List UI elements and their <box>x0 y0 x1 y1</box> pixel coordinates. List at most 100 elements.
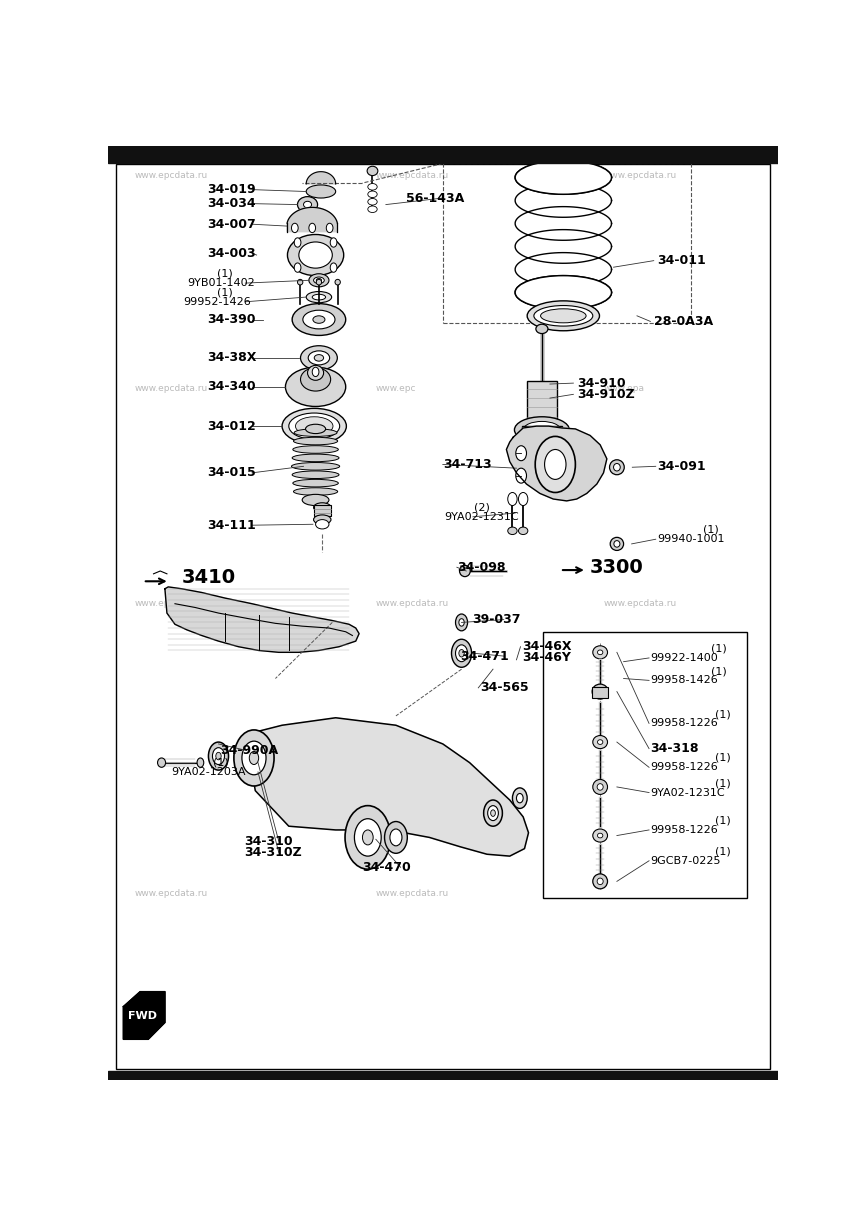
Text: www.epcdata.ru: www.epcdata.ru <box>603 600 677 608</box>
Text: 34-990A: 34-990A <box>220 744 278 758</box>
Ellipse shape <box>335 279 340 285</box>
Circle shape <box>508 493 518 505</box>
Text: (1): (1) <box>217 288 233 297</box>
Ellipse shape <box>314 515 331 524</box>
Ellipse shape <box>292 304 346 335</box>
Ellipse shape <box>368 191 378 198</box>
Text: (1): (1) <box>710 643 727 653</box>
Ellipse shape <box>157 758 166 767</box>
Ellipse shape <box>314 503 331 512</box>
Ellipse shape <box>294 488 338 495</box>
Text: (1): (1) <box>715 709 730 719</box>
Text: www.epa: www.epa <box>603 384 645 393</box>
Bar <box>522 426 562 475</box>
Text: 34-012: 34-012 <box>207 420 256 432</box>
Ellipse shape <box>216 753 221 760</box>
Text: (1): (1) <box>217 268 233 279</box>
Ellipse shape <box>282 408 346 444</box>
Circle shape <box>295 238 301 248</box>
Ellipse shape <box>524 421 561 438</box>
Text: 34-310Z: 34-310Z <box>245 846 302 858</box>
Text: www.epcdata.ru: www.epcdata.ru <box>135 171 208 180</box>
Ellipse shape <box>302 494 329 505</box>
Text: 34-910Z: 34-910Z <box>577 387 634 401</box>
Ellipse shape <box>598 649 603 654</box>
Bar <box>592 687 608 698</box>
Circle shape <box>295 263 301 272</box>
Text: 34-034: 34-034 <box>207 197 256 210</box>
Ellipse shape <box>512 788 527 809</box>
Text: (1): (1) <box>213 758 229 767</box>
Text: 3300: 3300 <box>590 557 644 577</box>
Text: (1): (1) <box>715 778 730 788</box>
Text: 34-470: 34-470 <box>362 861 411 874</box>
Ellipse shape <box>299 242 333 268</box>
Circle shape <box>518 493 528 505</box>
Text: www.epcdata.ru: www.epcdata.ru <box>376 171 449 180</box>
Text: 34-011: 34-011 <box>657 254 706 267</box>
Ellipse shape <box>301 346 337 370</box>
Text: 34-007: 34-007 <box>207 217 256 231</box>
Text: 9YA02-1231C: 9YA02-1231C <box>444 512 518 522</box>
Ellipse shape <box>593 829 607 843</box>
Ellipse shape <box>285 367 346 407</box>
Ellipse shape <box>315 520 329 529</box>
Ellipse shape <box>534 306 593 327</box>
Circle shape <box>535 436 575 493</box>
Ellipse shape <box>208 742 228 770</box>
Polygon shape <box>245 717 529 856</box>
Ellipse shape <box>308 365 324 380</box>
Circle shape <box>234 730 274 785</box>
Text: 9YA02-1231C: 9YA02-1231C <box>651 788 725 798</box>
Ellipse shape <box>197 758 204 767</box>
Ellipse shape <box>487 806 499 821</box>
Ellipse shape <box>293 446 339 453</box>
Ellipse shape <box>314 354 324 361</box>
Ellipse shape <box>518 527 528 534</box>
Circle shape <box>312 367 319 376</box>
Ellipse shape <box>459 619 464 626</box>
Ellipse shape <box>303 202 312 208</box>
Text: 34-015: 34-015 <box>207 466 256 480</box>
Text: 34-910: 34-910 <box>577 376 626 390</box>
Circle shape <box>291 223 298 233</box>
Ellipse shape <box>508 527 518 534</box>
Ellipse shape <box>527 301 600 330</box>
Ellipse shape <box>309 273 329 287</box>
Ellipse shape <box>597 878 603 885</box>
Text: 34-003: 34-003 <box>207 246 256 260</box>
Text: 9YA02-1203A: 9YA02-1203A <box>172 767 246 777</box>
Ellipse shape <box>515 276 612 310</box>
Text: 99922-1400: 99922-1400 <box>651 653 718 663</box>
Polygon shape <box>306 171 335 185</box>
Text: 34-019: 34-019 <box>207 183 256 197</box>
Ellipse shape <box>306 424 326 433</box>
Bar <box>108 146 778 163</box>
Text: 99952-1426: 99952-1426 <box>183 296 251 307</box>
Ellipse shape <box>291 463 340 470</box>
Bar <box>543 631 747 898</box>
Text: 9YB01-1402: 9YB01-1402 <box>187 278 255 288</box>
Text: 34-340: 34-340 <box>207 380 256 393</box>
Text: 99958-1226: 99958-1226 <box>651 826 718 835</box>
Ellipse shape <box>593 874 607 889</box>
Bar <box>314 505 331 516</box>
Ellipse shape <box>312 294 326 300</box>
Text: 34-390: 34-390 <box>207 313 256 327</box>
Text: 34-310: 34-310 <box>245 835 293 847</box>
Ellipse shape <box>297 197 318 212</box>
Ellipse shape <box>609 460 625 475</box>
Ellipse shape <box>613 464 620 471</box>
Text: 34-318: 34-318 <box>651 742 699 755</box>
Ellipse shape <box>455 645 467 662</box>
Ellipse shape <box>316 279 321 285</box>
Ellipse shape <box>301 368 331 391</box>
Text: 34-111: 34-111 <box>207 518 256 532</box>
Ellipse shape <box>368 206 378 212</box>
Text: www.epcdata.ru: www.epcdata.ru <box>135 384 208 393</box>
Polygon shape <box>165 586 359 652</box>
Ellipse shape <box>455 614 467 631</box>
Ellipse shape <box>517 794 524 802</box>
Text: 34-46X: 34-46X <box>523 640 572 653</box>
Circle shape <box>327 223 333 233</box>
